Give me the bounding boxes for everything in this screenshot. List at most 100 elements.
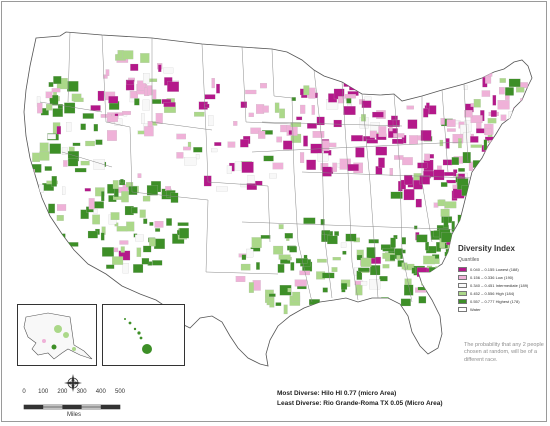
metro-area: [417, 162, 428, 169]
metro-area: [440, 208, 450, 217]
metro-area: [152, 99, 162, 104]
metro-area: [441, 232, 452, 243]
metro-area: [355, 284, 363, 296]
metro-area: [260, 235, 271, 239]
metro-area: [143, 245, 152, 253]
metro-area: [67, 81, 79, 92]
metro-area: [440, 182, 448, 187]
legend-swatch: [458, 282, 467, 288]
metro-area: [226, 165, 233, 174]
metro-area: [437, 165, 442, 171]
metro-area: [263, 155, 274, 162]
metro-area: [360, 257, 372, 267]
metro-area: [342, 250, 347, 255]
metro-area: [409, 135, 418, 145]
metro-area: [393, 133, 405, 138]
metro-area: [414, 225, 418, 230]
metro-area: [488, 229, 496, 238]
metro-area: [416, 234, 428, 243]
metro-area: [341, 283, 348, 290]
metro-area: [506, 140, 516, 146]
metro-area: [477, 173, 486, 177]
metro-area: [322, 272, 335, 279]
metro-area: [140, 53, 150, 63]
metro-area: [64, 102, 76, 114]
metro-area: [461, 185, 472, 196]
metro-area: [501, 151, 509, 161]
metro-area: [51, 176, 57, 187]
metro-area: [73, 97, 84, 103]
metro-area: [258, 130, 266, 139]
metro-area: [464, 225, 474, 234]
metro-area: [451, 157, 459, 165]
metro-area: [273, 245, 284, 255]
metro-area: [296, 116, 303, 121]
hawaii-map: [124, 318, 152, 354]
metro-area: [482, 171, 486, 181]
metro-area: [370, 265, 381, 276]
metro-area: [119, 240, 129, 245]
metro-area: [446, 119, 456, 127]
metro-area: [120, 246, 125, 253]
metro-area: [437, 199, 446, 207]
metro-area: [332, 257, 341, 261]
metro-area: [287, 288, 292, 293]
metro-area: [483, 179, 493, 185]
metro-area: [332, 162, 338, 172]
metro-area: [300, 104, 306, 114]
legend-label: 0.040 – 0.155 Lowest (188): [470, 266, 519, 272]
metro-area: [379, 276, 388, 282]
metro-area: [294, 279, 307, 287]
metro-area: [39, 142, 49, 152]
scale-tick-label: 300: [76, 389, 87, 395]
metro-area: [111, 256, 124, 265]
legend-label: 0.340 – 0.451 Intermediate (189): [470, 282, 529, 288]
metro-area: [361, 100, 372, 108]
metro-area: [400, 298, 411, 307]
metro-area: [163, 102, 176, 108]
metro-area: [80, 209, 89, 219]
legend-item: Water: [458, 305, 544, 313]
metro-area: [48, 82, 54, 87]
legend-item: 0.156 – 0.336 Low (190): [458, 273, 544, 281]
metro-area: [56, 204, 67, 211]
metro-area: [470, 136, 479, 143]
metro-area: [248, 112, 254, 118]
metro-area: [484, 207, 493, 212]
scale-tick-label: 0: [22, 389, 26, 395]
metro-area: [193, 147, 203, 153]
metro-area: [292, 291, 301, 302]
metro-area: [309, 299, 320, 305]
metro-area: [204, 94, 216, 100]
metro-area: [396, 255, 401, 260]
scale-unit: Miles: [66, 412, 82, 418]
metro-area: [126, 80, 134, 85]
metro-area: [353, 82, 364, 89]
metro-area: [121, 191, 129, 203]
least-diverse-text: Least Diverse: Rio Grande-Roma TX 0.05 (…: [277, 400, 443, 407]
metro-area: [300, 152, 305, 163]
metro-area: [369, 130, 377, 138]
legend-swatch: [458, 266, 467, 272]
metro-area: [45, 91, 53, 99]
legend-item: 0.557 – 0.777 Highest (178): [458, 297, 544, 305]
metro-area: [149, 238, 156, 247]
metro-area: [279, 108, 285, 119]
metro-area: [351, 135, 363, 142]
metro-area: [277, 264, 285, 273]
metro-area: [347, 164, 359, 171]
metro-area: [154, 221, 164, 228]
metro-area: [163, 67, 174, 74]
metro-area: [468, 235, 474, 241]
metro-area: [477, 199, 486, 211]
metro-area: [195, 154, 200, 160]
metro-area: [31, 164, 42, 173]
metro-area: [275, 302, 282, 307]
metro-area: [204, 103, 210, 109]
metro-area: [283, 304, 288, 315]
metro-area: [100, 114, 112, 118]
metro-area: [506, 139, 512, 151]
metro-area: [272, 162, 284, 170]
metro-area: [93, 209, 98, 214]
metro-area: [520, 98, 529, 108]
